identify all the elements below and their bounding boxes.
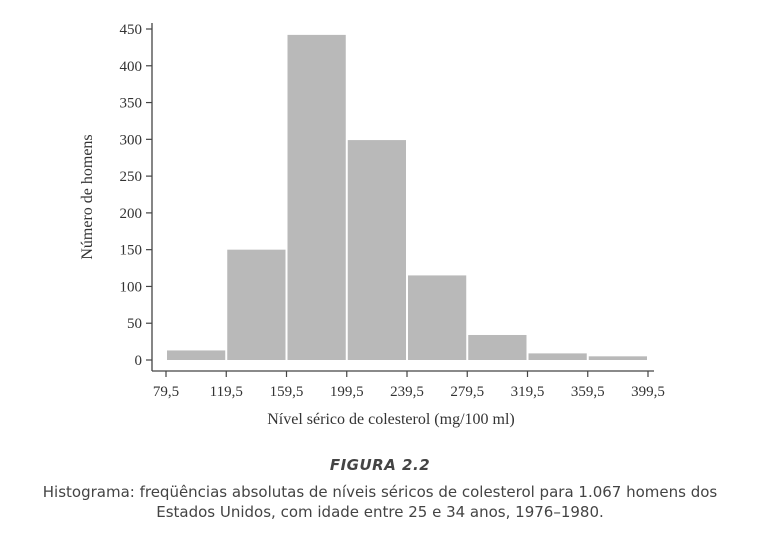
y-tick-label: 400 bbox=[120, 59, 143, 75]
x-tick-label: 279,5 bbox=[450, 384, 484, 400]
figure-caption-line-1: Histograma: freqüências absolutas de nív… bbox=[42, 483, 718, 501]
histogram-bar bbox=[468, 334, 527, 360]
y-tick-label: 350 bbox=[120, 96, 143, 112]
histogram-bar bbox=[227, 249, 286, 360]
y-axis-ticks: 0 50 100 150 200 250 300 350 400 450 bbox=[120, 22, 152, 369]
x-tick-label: 159,5 bbox=[270, 384, 304, 400]
figure-caption: Histograma: freqüências absolutas de nív… bbox=[0, 482, 760, 522]
figure-caption-line-2: Estados Unidos, com idade entre 25 e 34 … bbox=[156, 503, 604, 521]
x-tick-label: 399,5 bbox=[631, 384, 665, 400]
y-tick-label: 450 bbox=[120, 22, 143, 38]
y-tick-label: 100 bbox=[120, 279, 143, 295]
x-tick-label: 119,5 bbox=[210, 384, 243, 400]
histogram-bars bbox=[167, 34, 647, 360]
figure-label: FIGURA 2.2 bbox=[329, 456, 431, 474]
histogram-bar bbox=[408, 275, 467, 360]
histogram-bar bbox=[588, 356, 647, 360]
x-tick-label: 199,5 bbox=[330, 384, 364, 400]
y-tick-label: 300 bbox=[120, 132, 143, 148]
histogram-bar bbox=[528, 353, 587, 360]
x-tick-label: 359,5 bbox=[571, 384, 605, 400]
x-axis-ticks: 79,5 119,5 159,5 199,5 239,5 279,5 319,5 359,5 3… bbox=[153, 371, 665, 400]
x-tick-label: 239,5 bbox=[390, 384, 424, 400]
y-axis-title: Número de homens bbox=[79, 134, 96, 259]
y-tick-label: 150 bbox=[120, 243, 143, 259]
y-tick-label: 200 bbox=[120, 206, 143, 222]
y-tick-label: 50 bbox=[127, 316, 142, 332]
x-tick-label: 79,5 bbox=[153, 384, 179, 400]
histogram-bar bbox=[167, 350, 226, 360]
x-axis-title: Nível sérico de colesterol (mg/100 ml) bbox=[267, 411, 514, 428]
histogram-bar bbox=[287, 34, 346, 360]
y-tick-label: 250 bbox=[120, 169, 143, 185]
histogram-bar bbox=[347, 140, 406, 360]
y-tick-label: 0 bbox=[135, 353, 143, 369]
histogram-chart: 0 50 100 150 200 250 300 350 400 450 79,5 119,5 159… bbox=[79, 22, 665, 428]
x-tick-label: 319,5 bbox=[511, 384, 545, 400]
